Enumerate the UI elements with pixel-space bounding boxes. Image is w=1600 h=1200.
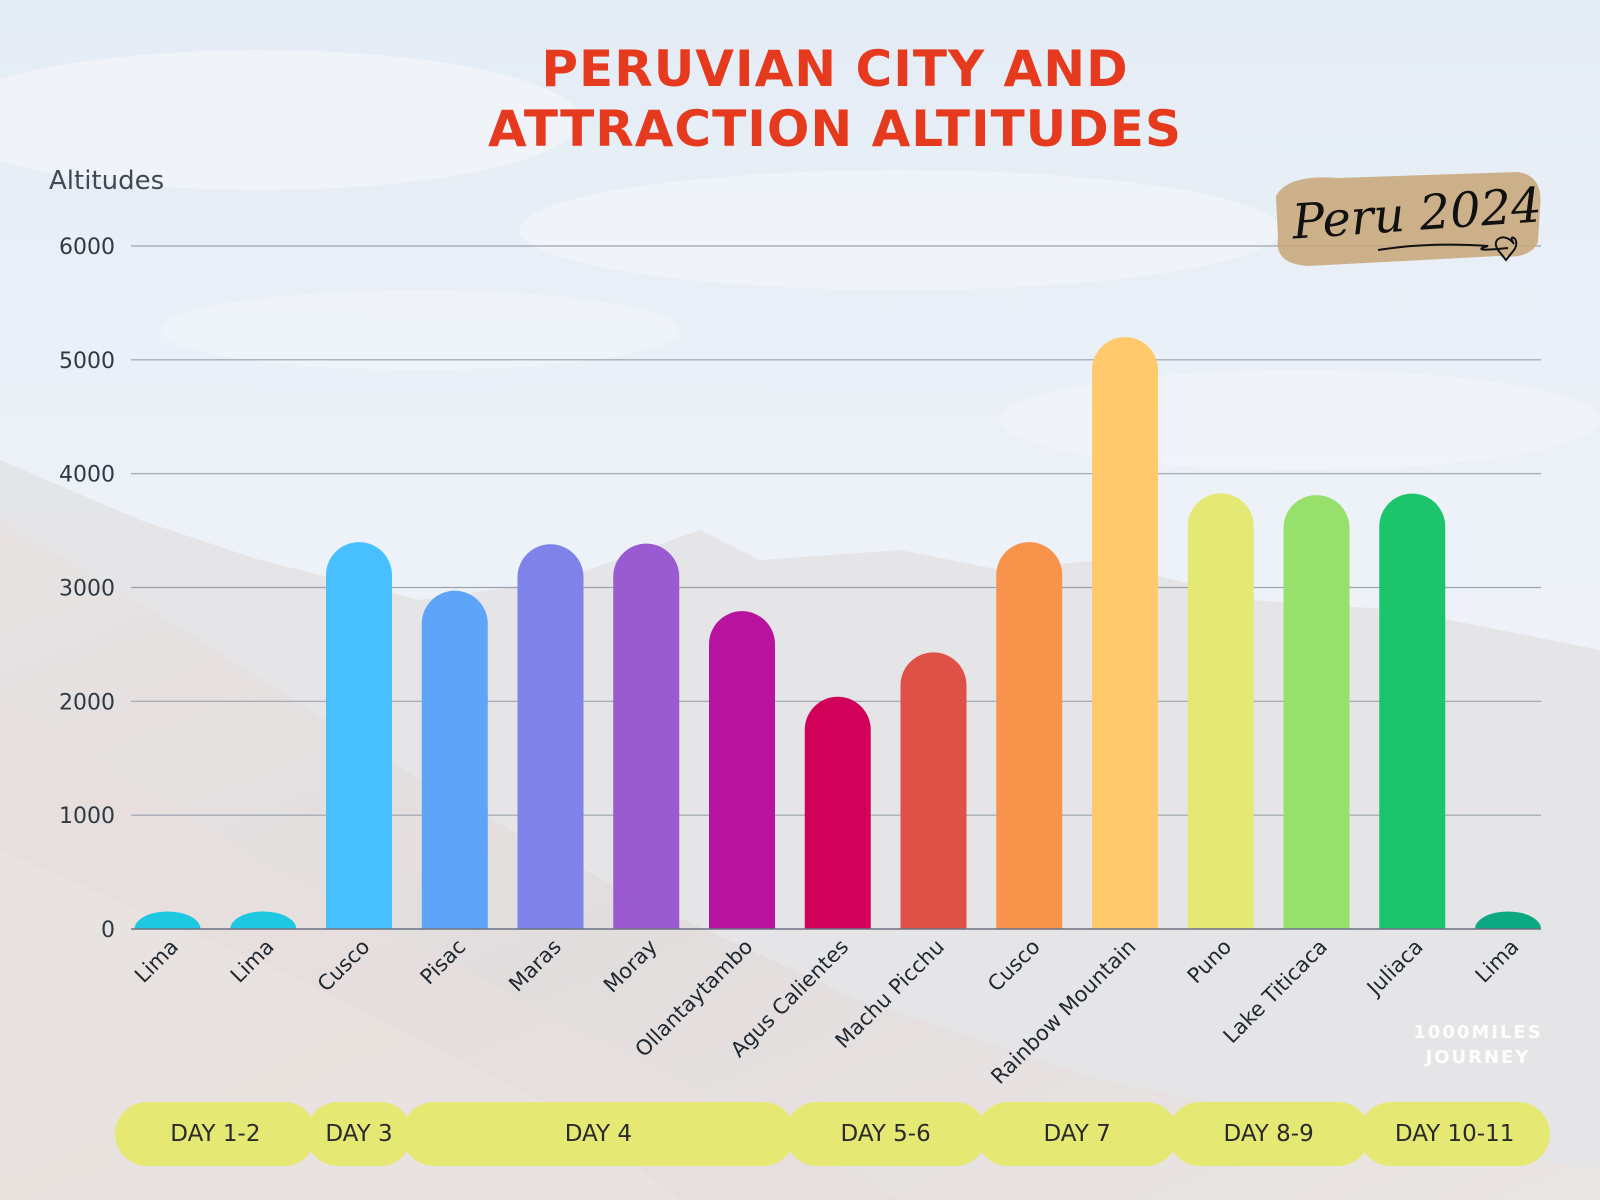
bar-lima (230, 911, 297, 929)
x-tick-label: Lima (226, 935, 279, 988)
bar-ollantaytambo (709, 611, 775, 929)
y-tick-label: 6000 (59, 235, 115, 260)
y-tick-label: 4000 (59, 463, 115, 488)
day-label-pill: DAY 8-9 (1167, 1102, 1370, 1166)
day-label-pill: DAY 4 (401, 1102, 795, 1166)
day-label-pill: DAY 10-11 (1359, 1102, 1550, 1166)
x-tick-label: Juliaca (1361, 935, 1428, 1002)
x-tick-label: Moray (599, 935, 662, 998)
bar-cusco (996, 542, 1063, 929)
x-tick-label: Cusco (983, 935, 1045, 997)
x-tick-label: Pisac (416, 935, 471, 990)
bar-puno (1187, 493, 1254, 929)
chart-title-line-1: PERUVIAN CITY AND (541, 40, 1129, 98)
bar-maras (517, 544, 584, 929)
bar-rainbow-mountain (1092, 337, 1158, 930)
chart-title-line-2: ATTRACTION ALTITUDES (488, 100, 1182, 158)
y-tick-label: 5000 (59, 349, 115, 374)
peru-2024-badge (1276, 172, 1541, 266)
y-tick-label: 1000 (59, 804, 115, 829)
x-tick-label: Maras (504, 935, 566, 997)
bar-lake-titicaca (1283, 495, 1350, 929)
bars (134, 337, 1541, 930)
x-tick-label: Lima (1471, 935, 1524, 988)
bar-cusco (326, 542, 392, 929)
bar-machu-picchu (900, 652, 967, 929)
day-label-pill: DAY 7 (976, 1102, 1178, 1166)
x-tick-label: Lima (130, 935, 183, 988)
logo-line-1: 1000MILES (1413, 1022, 1543, 1043)
bar-agus-calientes (804, 696, 871, 929)
bar-juliaca (1379, 493, 1446, 929)
x-tick-label: Puno (1183, 935, 1237, 989)
bar-lima (1475, 911, 1541, 929)
x-tick-labels: Lima Lima Cusco Pisac Maras MorayOllantaytamb… (130, 935, 1523, 1089)
logo-line-2: JOURNEY (1425, 1047, 1531, 1068)
day-label-pill: DAY 3 (306, 1102, 412, 1166)
day-label-pill: DAY 1-2 (114, 1102, 317, 1166)
y-axis-title: Altitudes (49, 166, 165, 196)
x-tick-label: Cusco (313, 935, 375, 997)
bar-lima (134, 911, 201, 929)
y-tick-label: 0 (101, 918, 115, 943)
y-tick-label: 3000 (59, 577, 115, 602)
heart-icon (1495, 236, 1518, 262)
y-tick-label: 2000 (59, 690, 115, 715)
day-label-pill: DAY 5-6 (784, 1102, 987, 1166)
bar-pisac (421, 590, 488, 929)
bar-moray (613, 543, 680, 929)
y-tick-labels: 0 1000 2000 3000 4000 5000 6000 (59, 235, 115, 943)
logo: 1000MILES JOURNEY (1408, 1020, 1548, 1070)
